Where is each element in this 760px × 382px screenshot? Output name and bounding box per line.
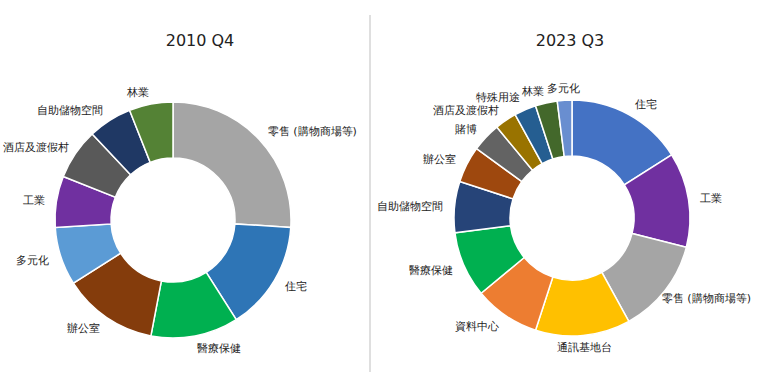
slice-label: 辦公室	[67, 322, 100, 335]
slice-label: 工業	[23, 194, 45, 207]
slice-label: 酒店及渡假村	[433, 104, 499, 117]
slice-label: 特殊用途	[476, 91, 520, 104]
donut-chart: 2023 Q3 住宅工業零售 (購物商場等) 通訊基地台 資料中心 醫療保健 自助儲物空間…	[377, 31, 751, 354]
slice-label: 零售 (購物商場等)	[268, 125, 357, 138]
slice-label: 多元化	[16, 254, 49, 267]
slice	[130, 102, 173, 162]
donut-chart: 2010 Q4 零售 (購物商場等) 住宅醫療保健 辦公室 多元化 工業 酒店及渡假村 自助儲…	[3, 31, 357, 355]
slice-label: 林業	[521, 85, 544, 98]
slice-label: 住宅	[285, 280, 307, 293]
slice-label: 多元化	[547, 82, 580, 95]
slice-label: 通訊基地台	[557, 341, 612, 354]
slice	[455, 226, 524, 293]
slice-label: 自助儲物空間	[37, 104, 103, 117]
slice-label: 醫療保健	[197, 342, 241, 355]
divider	[370, 15, 371, 372]
slice	[557, 100, 572, 156]
slice	[55, 224, 120, 283]
slice-label: 自助儲物空間	[377, 200, 443, 213]
slice	[173, 102, 291, 227]
slice	[151, 272, 236, 338]
chart-title: 2010 Q4	[166, 31, 235, 50]
slice-label: 資料中心	[455, 320, 499, 333]
chart-title: 2023 Q3	[536, 31, 605, 50]
slice-label: 酒店及渡假村	[3, 141, 69, 154]
slice-label: 零售 (購物商場等)	[662, 292, 751, 305]
slice-label: 辦公室	[423, 153, 456, 166]
slice-label: 林業	[126, 86, 149, 99]
slice-label: 醫療保健	[409, 264, 453, 277]
figure: 2010 Q4零售 (購物商場等)住宅醫療保健辦公室多元化工業酒店及渡假村自助儲…	[0, 0, 760, 382]
slice-label: 賭博	[455, 123, 477, 136]
slice-label: 工業	[700, 192, 722, 205]
slice-label: 住宅	[635, 98, 657, 111]
